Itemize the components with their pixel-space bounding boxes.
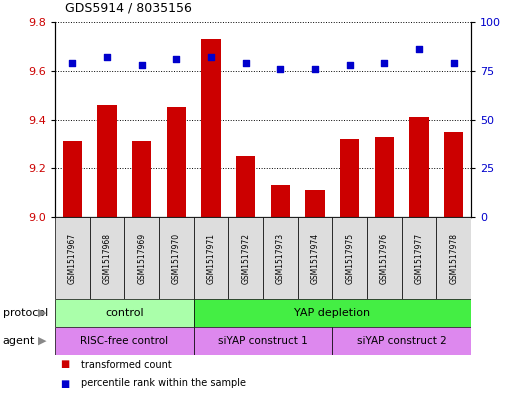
Bar	[340, 139, 359, 217]
Text: percentile rank within the sample: percentile rank within the sample	[81, 378, 246, 389]
Text: GSM1517978: GSM1517978	[449, 233, 458, 283]
Text: transformed count: transformed count	[81, 360, 171, 369]
Bar	[124, 217, 159, 299]
Text: siYAP construct 2: siYAP construct 2	[357, 336, 446, 346]
Bar	[332, 217, 367, 299]
Bar	[298, 217, 332, 299]
Text: GSM1517977: GSM1517977	[415, 232, 424, 284]
Bar	[194, 299, 471, 327]
Bar	[236, 156, 255, 217]
Text: GSM1517974: GSM1517974	[310, 232, 320, 284]
Bar	[159, 217, 194, 299]
Bar	[90, 217, 124, 299]
Text: GSM1517967: GSM1517967	[68, 232, 77, 284]
Bar	[367, 217, 402, 299]
Text: control: control	[105, 308, 144, 318]
Bar	[444, 132, 463, 217]
Bar	[263, 217, 298, 299]
Bar	[402, 217, 437, 299]
Text: protocol: protocol	[3, 308, 48, 318]
Text: GSM1517968: GSM1517968	[103, 233, 111, 283]
Bar	[409, 117, 428, 217]
Point	[103, 54, 111, 60]
Bar	[132, 141, 151, 217]
Point	[415, 46, 423, 52]
Point	[380, 60, 388, 66]
Bar	[55, 327, 194, 355]
Bar	[63, 141, 82, 217]
Point	[207, 54, 215, 60]
Text: YAP depletion: YAP depletion	[294, 308, 370, 318]
Bar	[375, 136, 394, 217]
Text: siYAP construct 1: siYAP construct 1	[218, 336, 308, 346]
Bar	[228, 217, 263, 299]
Text: GSM1517971: GSM1517971	[207, 233, 215, 283]
Text: agent: agent	[3, 336, 35, 346]
Point	[242, 60, 250, 66]
Text: ■: ■	[60, 360, 69, 369]
Bar	[167, 107, 186, 217]
Point	[276, 66, 284, 72]
Point	[68, 60, 76, 66]
Bar	[305, 190, 325, 217]
Point	[172, 56, 181, 62]
Text: GSM1517972: GSM1517972	[241, 233, 250, 283]
Bar	[194, 327, 332, 355]
Bar	[437, 217, 471, 299]
Bar	[194, 217, 228, 299]
Text: ▶: ▶	[38, 336, 46, 346]
Text: ■: ■	[60, 378, 69, 389]
Text: RISC-free control: RISC-free control	[80, 336, 168, 346]
Text: GSM1517976: GSM1517976	[380, 232, 389, 284]
Text: GSM1517973: GSM1517973	[276, 232, 285, 284]
Bar	[271, 185, 290, 217]
Text: ▶: ▶	[38, 308, 46, 318]
Point	[311, 66, 319, 72]
Text: GSM1517975: GSM1517975	[345, 232, 354, 284]
Text: GSM1517969: GSM1517969	[137, 232, 146, 284]
Text: GSM1517970: GSM1517970	[172, 232, 181, 284]
Bar	[97, 105, 116, 217]
Bar	[332, 327, 471, 355]
Bar	[202, 39, 221, 217]
Bar	[55, 217, 90, 299]
Point	[137, 62, 146, 68]
Point	[346, 62, 354, 68]
Bar	[55, 299, 194, 327]
Point	[449, 60, 458, 66]
Text: GDS5914 / 8035156: GDS5914 / 8035156	[65, 1, 192, 14]
